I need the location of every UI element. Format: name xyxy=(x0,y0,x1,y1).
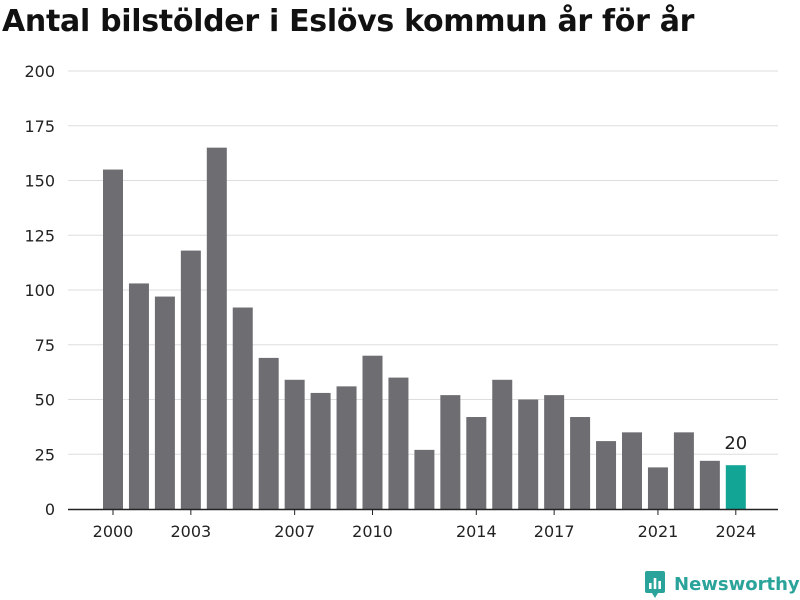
bar xyxy=(310,392,331,509)
bar xyxy=(362,355,383,509)
bar xyxy=(128,283,149,509)
x-tick-label: 2017 xyxy=(534,522,575,541)
bar xyxy=(103,169,123,510)
data-labels: 20 xyxy=(724,433,747,454)
bar xyxy=(258,357,279,509)
y-tick-label: 100 xyxy=(24,281,55,300)
newsworthy-brand[interactable]: Newsworthy xyxy=(644,568,800,600)
bar xyxy=(440,395,461,509)
bar xyxy=(647,467,668,509)
bar xyxy=(154,296,175,509)
chart-title: Antal bilstölder i Eslövs kommun år för … xyxy=(2,4,695,39)
y-tick-label: 175 xyxy=(24,117,55,136)
bar xyxy=(544,395,565,509)
y-tick-label: 150 xyxy=(24,172,55,191)
bar xyxy=(673,432,694,509)
y-axis-tick-labels: 0 25 50 75 100 125 150 175 200 xyxy=(24,62,55,519)
bar xyxy=(596,441,617,509)
bar xyxy=(232,307,253,509)
newsworthy-logo-icon xyxy=(645,571,665,598)
x-axis xyxy=(68,508,778,515)
x-tick-label: 2000 xyxy=(93,522,134,541)
bar xyxy=(699,460,720,509)
bar xyxy=(622,432,642,509)
bar-highlight xyxy=(725,465,746,509)
bar xyxy=(206,147,227,509)
bar xyxy=(180,250,201,509)
bar xyxy=(492,379,513,509)
bar xyxy=(284,379,305,509)
y-tick-label: 200 xyxy=(24,62,55,81)
bar xyxy=(388,377,409,509)
brand-name: Newsworthy xyxy=(674,573,800,595)
y-tick-label: 125 xyxy=(24,226,55,245)
bar-series xyxy=(103,147,746,510)
y-tick-label: 50 xyxy=(35,391,55,410)
x-axis-tick-labels: 2000 2003 2007 2010 2014 2017 2021 2024 xyxy=(93,522,757,541)
bar xyxy=(466,417,487,509)
y-tick-label: 0 xyxy=(45,500,55,519)
bar xyxy=(414,449,435,509)
bar xyxy=(570,417,591,509)
x-tick-label: 2021 xyxy=(638,522,679,541)
x-tick-label: 2010 xyxy=(352,522,393,541)
data-label: 20 xyxy=(724,433,747,454)
y-tick-label: 75 xyxy=(35,336,55,355)
bar xyxy=(518,399,539,509)
x-tick-label: 2014 xyxy=(456,522,497,541)
x-tick-label: 2007 xyxy=(274,522,315,541)
bar xyxy=(336,386,357,509)
x-tick-label: 2024 xyxy=(715,522,756,541)
y-tick-label: 25 xyxy=(35,445,55,464)
x-tick-label: 2003 xyxy=(170,522,211,541)
